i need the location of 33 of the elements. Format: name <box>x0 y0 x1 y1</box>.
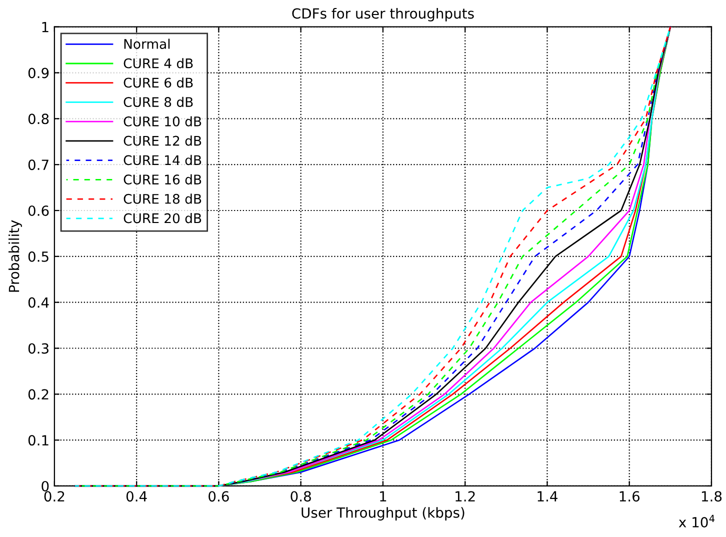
legend-label: CURE 8 dB <box>124 96 193 108</box>
y-tick-label: 0.3 <box>28 343 48 354</box>
y-tick-label: 1 <box>42 22 48 32</box>
legend-label: CURE 4 dB <box>124 58 193 68</box>
chart-title: CDFs for user throughputs <box>292 8 474 22</box>
y-tick-label: 0.2 <box>28 389 48 400</box>
x-tick-label: 0.4 <box>126 491 147 502</box>
x-tick-label: 1.8 <box>702 491 722 502</box>
y-axis-title: Probability <box>8 220 22 292</box>
legend-label: CURE 6 dB <box>124 77 193 88</box>
legend-label: CURE 18 dB <box>124 194 202 204</box>
legend-label: Normal <box>124 38 170 49</box>
y-tick-label: 0.7 <box>28 160 48 170</box>
legend-label: CURE 12 dB <box>124 136 202 146</box>
y-tick-label: 0.4 <box>28 297 49 308</box>
y-tick-label: 0.9 <box>28 68 49 78</box>
legend-label: CURE 10 dB <box>124 116 202 126</box>
x-tick-label: 1 <box>380 491 386 502</box>
y-tick-label: 0.1 <box>28 435 48 446</box>
y-tick-label: 0 <box>42 480 49 492</box>
x-tick-label: 1.2 <box>456 491 475 502</box>
x-tick-label: 0.6 <box>208 491 229 502</box>
x-tick-label: 1.6 <box>620 491 640 502</box>
x-tick-label: 0.8 <box>290 491 311 502</box>
y-tick-label: 0.5 <box>28 251 48 262</box>
y-tick-label: 0.8 <box>28 114 49 124</box>
legend-label: CURE 14 dB <box>124 154 202 166</box>
x-tick-label: 1.4 <box>538 491 558 502</box>
legend-label: CURE 16 dB <box>124 174 202 185</box>
legend-label: CURE 20 dB <box>124 213 202 224</box>
y-tick-label: 0.6 <box>28 205 49 216</box>
x-axis-title: User Throughput (kbps) <box>302 507 464 521</box>
text: x 10$^{4}$ <box>678 514 714 528</box>
